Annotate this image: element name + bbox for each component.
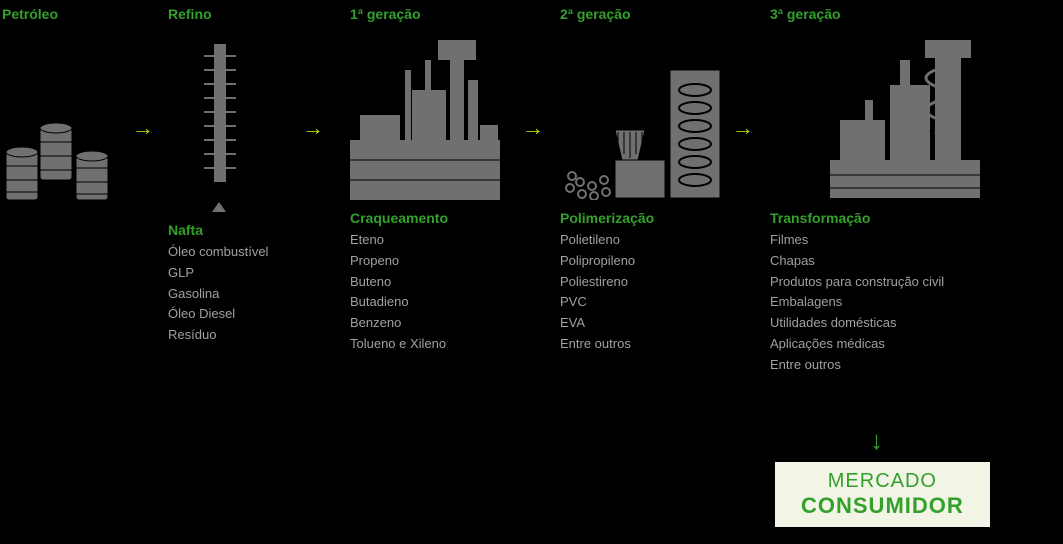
stage-gen1: 1ª geração Craqueamento Eteno Propeno Bu [350,6,540,355]
list-item: Entre outros [770,355,1060,376]
list-item: Entre outros [560,334,750,355]
stage-header-petroleo: Petróleo [2,6,152,22]
stage-header-refino: Refino [168,6,333,22]
section-title-refino: Nafta [168,222,333,238]
section-title-gen3: Transformação [770,210,1060,226]
item-list-refino: Óleo combustível GLP Gasolina Óleo Diese… [168,242,333,346]
list-item: Filmes [770,230,1060,251]
list-item: Resíduo [168,325,333,346]
flow-arrow-icon: → [132,115,154,141]
stage-header-gen3: 3ª geração [770,6,1060,22]
list-item: Embalagens [770,292,1060,313]
list-item: Óleo Diesel [168,304,333,325]
stage-refino: Refino Nafta Óleo combustível GLP Gasoli… [168,6,333,346]
illus-barrels [2,30,152,200]
list-item: Aplicações médicas [770,334,1060,355]
list-item: Produtos para construção civil [770,272,1060,293]
list-item: Óleo combustível [168,242,333,263]
stage-header-gen2: 2ª geração [560,6,750,22]
list-item: Butadieno [350,292,540,313]
list-item: Eteno [350,230,540,251]
flow-arrow-icon: → [302,115,324,141]
item-list-gen3: Filmes Chapas Produtos para construção c… [770,230,1060,376]
list-item: GLP [168,263,333,284]
flow-arrow-icon: → [732,115,754,141]
column-indicator-icon [212,202,226,212]
mercado-consumidor-box: MERCADO CONSUMIDOR [775,462,990,527]
section-title-gen1: Craqueamento [350,210,540,226]
list-item: Poliestireno [560,272,750,293]
list-item: Benzeno [350,313,540,334]
list-item: Tolueno e Xileno [350,334,540,355]
list-item: EVA [560,313,750,334]
illus-cracker [350,30,540,200]
list-item: Chapas [770,251,1060,272]
item-list-gen2: Polietileno Polipropileno Poliestireno P… [560,230,750,355]
mercado-line2: CONSUMIDOR [801,493,964,519]
illus-polymer [560,30,750,200]
stage-petroleo: Petróleo [2,6,152,200]
stage-gen3: 3ª geração Transf [770,6,1060,376]
illus-transform [770,30,1060,200]
list-item: Propeno [350,251,540,272]
list-item: Polietileno [560,230,750,251]
list-item: PVC [560,292,750,313]
stage-gen2: 2ª geração [560,6,750,355]
list-item: Utilidades domésticas [770,313,1060,334]
section-title-gen2: Polimerização [560,210,750,226]
mercado-line1: MERCADO [801,470,964,493]
stage-header-gen1: 1ª geração [350,6,540,22]
down-arrow-icon: ↓ [870,425,883,456]
flow-arrow-icon: → [522,115,544,141]
list-item: Gasolina [168,284,333,305]
item-list-gen1: Eteno Propeno Buteno Butadieno Benzeno T… [350,230,540,355]
list-item: Buteno [350,272,540,293]
list-item: Polipropileno [560,251,750,272]
